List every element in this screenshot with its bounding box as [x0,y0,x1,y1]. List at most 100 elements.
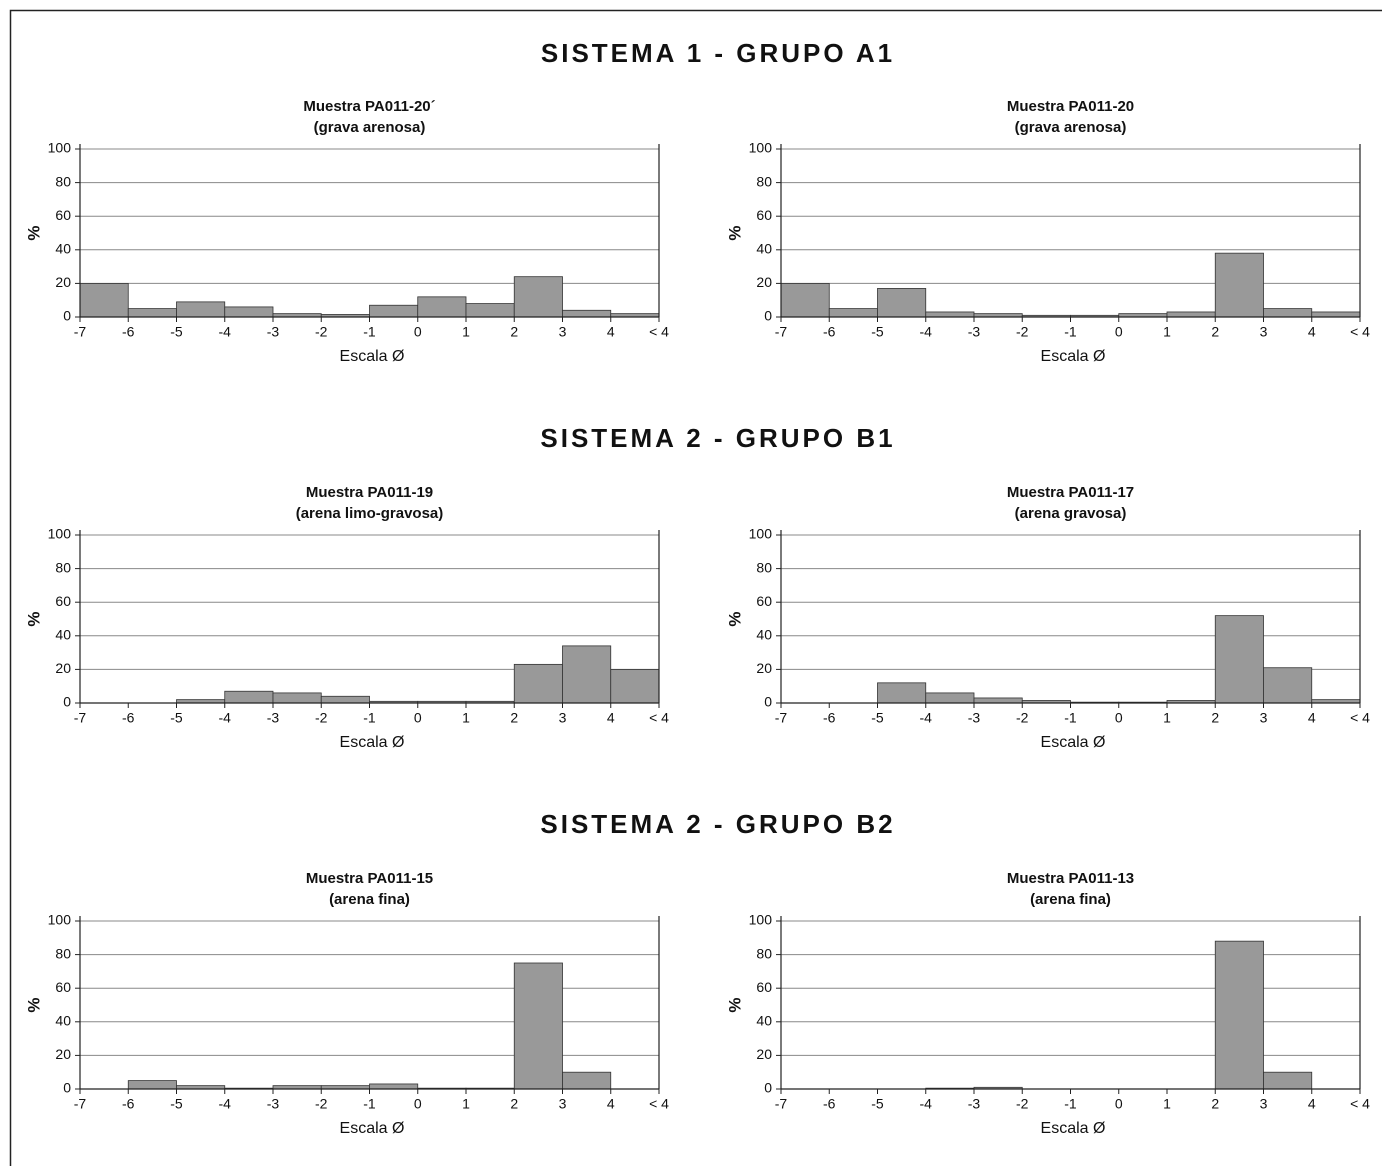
x-tick-label: -4 [219,710,232,726]
x-tick-label: 2 [1211,710,1219,726]
bar [272,692,322,704]
x-tick-label: 4 [1308,710,1316,726]
y-axis-label: % [24,225,43,240]
y-tick-label: 0 [764,694,772,710]
bar [877,288,927,318]
x-axis-label: Escala Ø [1041,1120,1106,1137]
chart-subtitle: (arena fina) [329,891,410,908]
bar [1166,311,1216,318]
y-tick-label: 40 [756,627,772,643]
x-tick-label: 3 [559,1096,567,1112]
bar [320,695,370,704]
bar [1214,252,1264,318]
x-tick-label: 1 [1163,710,1171,726]
x-tick-label: 1 [462,1096,470,1112]
y-tick-label: 60 [756,979,772,995]
x-tick-label: -4 [920,710,933,726]
x-tick-label: 3 [559,710,567,726]
x-tick-label: 0 [1115,710,1123,726]
y-tick-label: 80 [756,173,772,189]
y-tick-label: 100 [48,526,72,542]
bar [513,962,563,1090]
x-tick-label: 2 [510,324,518,340]
bar [127,1080,177,1090]
bar [925,311,975,318]
chart-subtitle: (arena limo-gravosa) [296,505,444,522]
bar [973,697,1023,704]
y-axis-label: % [24,997,43,1012]
x-tick-label: 2 [510,710,518,726]
y-tick-label: 100 [48,912,72,928]
y-tick-label: 40 [756,1013,772,1029]
bar [369,304,419,318]
x-tick-label: -6 [823,710,836,726]
y-tick-label: 20 [55,274,71,290]
x-tick-label: -4 [219,324,232,340]
x-tick-label: < 4 [1350,710,1370,726]
x-tick-label: -3 [968,710,981,726]
x-axis-label: Escala Ø [340,734,405,751]
chart-subtitle: (arena gravosa) [1015,505,1127,522]
x-tick-label: -5 [170,324,183,340]
x-tick-label: 4 [1308,324,1316,340]
x-tick-label: -2 [315,1096,328,1112]
chart-subtitle: (grava arenosa) [314,119,426,136]
x-tick-label: 4 [607,710,615,726]
y-tick-label: 0 [63,308,71,324]
x-tick-label: 2 [1211,1096,1219,1112]
x-tick-label: -2 [315,710,328,726]
x-tick-label: 0 [414,1096,422,1112]
chart-title: Muestra PA011-15 [306,870,433,887]
x-tick-label: -6 [823,1096,836,1112]
bar [1263,1071,1313,1090]
x-tick-label: 4 [1308,1096,1316,1112]
y-tick-label: 0 [764,308,772,324]
x-tick-label: -7 [74,710,87,726]
bar [79,282,129,318]
x-tick-label: -4 [920,1096,933,1112]
y-axis-label: % [725,225,744,240]
section-title: SISTEMA 1 - GRUPO A1 [541,38,895,68]
x-tick-label: -7 [775,324,788,340]
y-tick-label: 80 [55,173,71,189]
y-axis-label: % [24,611,43,626]
y-tick-label: 100 [749,140,773,156]
x-tick-label: -1 [1064,1096,1077,1112]
bar [417,296,467,318]
y-tick-label: 40 [55,241,71,257]
y-tick-label: 20 [756,274,772,290]
x-tick-label: -3 [267,710,280,726]
x-tick-label: 1 [1163,324,1171,340]
bar [369,1083,419,1090]
x-tick-label: 3 [559,324,567,340]
x-tick-label: -5 [871,324,884,340]
chart-title: Muestra PA011-19 [306,484,433,501]
y-tick-label: 60 [55,207,71,223]
y-tick-label: 60 [756,207,772,223]
x-tick-label: -3 [968,324,981,340]
section-title: SISTEMA 2 - GRUPO B1 [540,423,895,453]
x-tick-label: 2 [1211,324,1219,340]
x-tick-label: -1 [1064,324,1077,340]
x-tick-label: 1 [462,324,470,340]
x-tick-label: -2 [1016,1096,1029,1112]
y-tick-label: 20 [756,660,772,676]
x-tick-label: 4 [607,1096,615,1112]
y-tick-label: 60 [55,979,71,995]
y-tick-label: 20 [756,1046,772,1062]
bar [1214,940,1264,1090]
x-tick-label: 2 [510,1096,518,1112]
x-axis-label: Escala Ø [340,1120,405,1137]
x-tick-label: 0 [1115,324,1123,340]
x-tick-label: -2 [315,324,328,340]
x-tick-label: 3 [1260,1096,1268,1112]
x-tick-label: 4 [607,324,615,340]
bar [224,306,274,318]
chart-title: Muestra PA011-20´ [303,98,435,115]
x-tick-label: -1 [363,324,376,340]
bar [1214,615,1264,704]
x-tick-label: -3 [267,1096,280,1112]
x-tick-label: -5 [170,710,183,726]
bar [780,282,830,318]
bar [1263,667,1313,704]
